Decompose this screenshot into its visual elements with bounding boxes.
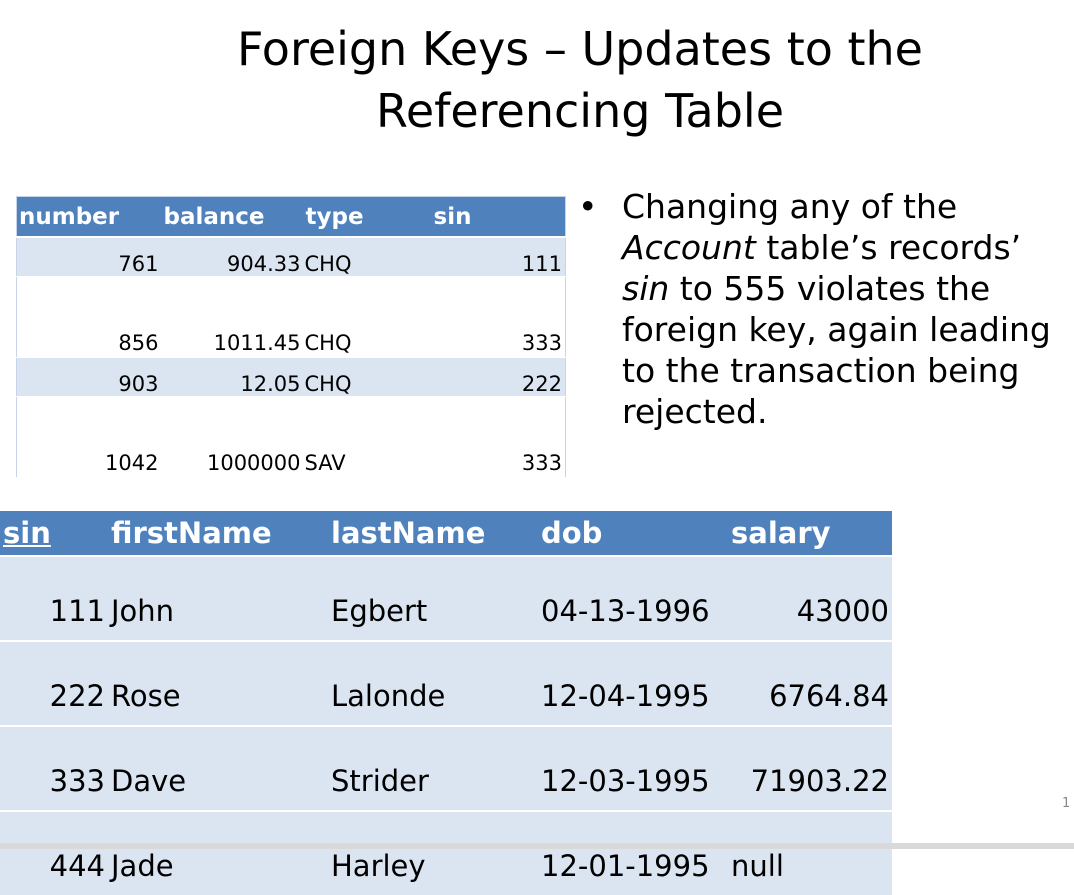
slide-title-line-2: Referencing Table: [375, 84, 785, 138]
account-balance-cell: 1000000: [161, 396, 304, 478]
person-header-lastname: lastName: [328, 511, 538, 557]
footer-divider: [0, 843, 1074, 849]
account-header-sin: sin: [431, 196, 566, 238]
bullet-text-part: to 555 violates the foreign key, again l…: [622, 269, 1051, 431]
person-firstname-cell: Rose: [108, 641, 328, 727]
account-sin-cell: 333: [431, 396, 566, 478]
person-salary-cell: 71903.22: [728, 726, 892, 812]
account-row: 761 904.33 CHQ 111: [16, 237, 566, 277]
account-balance-cell: 12.05: [161, 357, 304, 397]
bullet-text-part: table’s records’: [755, 228, 1022, 267]
person-row: 222 Rose Lalonde 12-04-1995 6764.84: [0, 641, 892, 727]
account-number-cell: 761: [16, 237, 162, 277]
account-table: number balance type sin 761 904.33 CHQ 1…: [16, 196, 566, 478]
person-firstname-cell: Dave: [108, 726, 328, 812]
person-header-salary: salary: [728, 511, 892, 557]
account-type-cell: CHQ: [303, 237, 432, 277]
account-header-type: type: [303, 196, 432, 238]
account-balance-cell: 1011.45: [161, 276, 304, 358]
person-dob-cell: 12-01-1995: [538, 811, 728, 895]
person-lastname-cell: Strider: [328, 726, 538, 812]
account-row: 903 12.05 CHQ 222: [16, 357, 566, 397]
person-row: 111 John Egbert 04-13-1996 43000: [0, 556, 892, 642]
account-row: 856 1011.45 CHQ 333: [16, 276, 566, 358]
account-type-cell: CHQ: [303, 276, 432, 358]
person-dob-cell: 04-13-1996: [538, 556, 728, 642]
person-header-row: sin firstName lastName dob salary: [0, 511, 892, 557]
account-header-row: number balance type sin: [16, 196, 566, 238]
person-lastname-cell: Harley: [328, 811, 538, 895]
person-sin-cell: 222: [0, 641, 108, 727]
person-dob-cell: 12-04-1995: [538, 641, 728, 727]
account-sin-cell: 333: [431, 276, 566, 358]
person-header-firstname: firstName: [108, 511, 328, 557]
bullet-text-italic-table: Account: [622, 228, 756, 267]
slide-title-line-1: Foreign Keys – Updates to the: [236, 22, 923, 76]
account-number-cell: 1042: [16, 396, 162, 478]
person-header-sin: sin: [0, 511, 108, 557]
person-firstname-cell: Jade: [108, 811, 328, 895]
person-lastname-cell: Lalonde: [328, 641, 538, 727]
person-row: 333 Dave Strider 12-03-1995 71903.22: [0, 726, 892, 812]
account-number-cell: 903: [16, 357, 162, 397]
account-type-cell: SAV: [303, 396, 432, 478]
person-header-dob: dob: [538, 511, 728, 557]
person-sin-cell: 333: [0, 726, 108, 812]
page-number: 1: [1062, 796, 1071, 811]
account-sin-cell: 111: [431, 237, 566, 277]
person-table: sin firstName lastName dob salary 111 Jo…: [0, 511, 892, 895]
bullet-symbol: •: [578, 187, 598, 226]
account-header-number: number: [16, 196, 162, 238]
person-sin-cell: 111: [0, 556, 108, 642]
person-salary-cell: 43000: [728, 556, 892, 642]
person-row: 444 Jade Harley 12-01-1995 null: [0, 811, 892, 895]
person-salary-cell: null: [728, 811, 892, 895]
person-salary-cell: 6764.84: [728, 641, 892, 727]
account-row: 1042 1000000 SAV 333: [16, 396, 566, 478]
bullet-text: Changing any of the Account table’s reco…: [622, 186, 1074, 432]
person-dob-cell: 12-03-1995: [538, 726, 728, 812]
account-header-balance: balance: [161, 196, 304, 238]
account-balance-cell: 904.33: [161, 237, 304, 277]
account-type-cell: CHQ: [303, 357, 432, 397]
person-firstname-cell: John: [108, 556, 328, 642]
slide-title: Foreign Keys – Updates to the Referencin…: [60, 18, 1074, 142]
person-lastname-cell: Egbert: [328, 556, 538, 642]
account-sin-cell: 222: [431, 357, 566, 397]
person-sin-cell: 444: [0, 811, 108, 895]
bullet-text-part: Changing any of the: [622, 187, 958, 226]
account-number-cell: 856: [16, 276, 162, 358]
bullet-text-italic-column: sin: [622, 269, 670, 308]
